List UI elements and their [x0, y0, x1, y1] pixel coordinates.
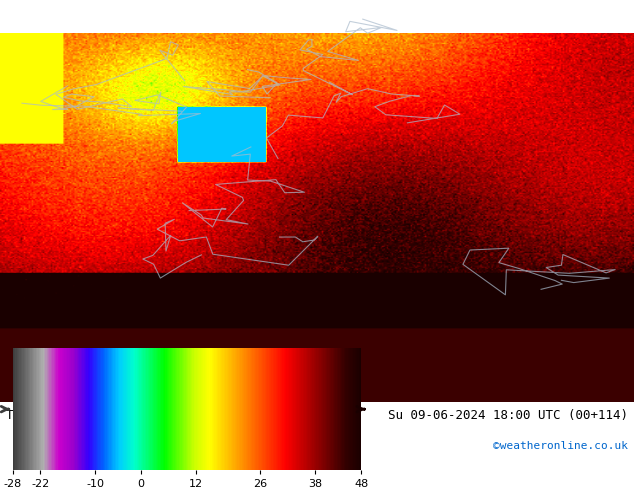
Text: Temperature (2m) [°C] ECMWF: Temperature (2m) [°C] ECMWF	[6, 409, 209, 422]
Text: Su 09-06-2024 18:00 UTC (00+114): Su 09-06-2024 18:00 UTC (00+114)	[387, 409, 628, 422]
Text: ©weatheronline.co.uk: ©weatheronline.co.uk	[493, 441, 628, 451]
